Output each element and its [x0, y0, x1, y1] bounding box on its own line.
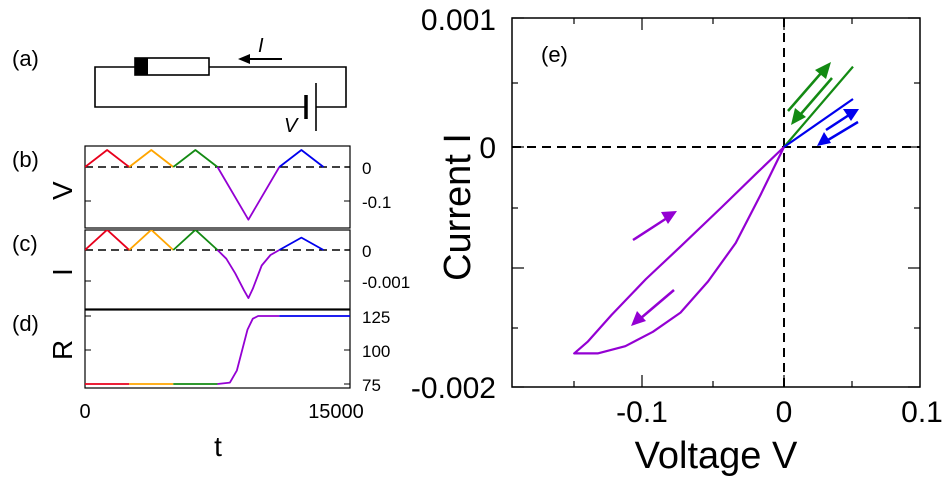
panel-d-label: (d)	[12, 311, 39, 336]
panel-e-xtick-2: 0.1	[901, 396, 943, 429]
panel-c-series-orange	[128, 230, 174, 251]
panel-c-series-red	[85, 230, 130, 251]
panel-b-ticks	[85, 166, 350, 202]
panel-b-series-green	[172, 149, 219, 168]
panel-e-label: (e)	[541, 42, 568, 67]
memristor-icon	[134, 57, 210, 76]
panel-d-xlabel: t	[214, 431, 222, 462]
panel-b-tick-1: -0.1	[362, 193, 391, 212]
panel-c: (c) I 0 -0.001	[12, 229, 410, 310]
panel-c-ticks	[85, 249, 350, 282]
panel-d-xtick-1: 15000	[308, 401, 364, 423]
current-arrow-icon	[238, 54, 282, 64]
panel-d: (d) R 125 100 75 0 15000 t	[12, 308, 390, 462]
panel-c-series-purple	[216, 249, 280, 300]
panel-d-xtick-0: 0	[79, 401, 90, 423]
panel-e-direction-arrows	[631, 62, 859, 326]
current-label: I	[258, 35, 264, 57]
panel-a-circuit: (a) I V	[12, 35, 347, 137]
panel-e-ylabel: Current I	[437, 133, 479, 281]
panel-e-ticks	[512, 17, 920, 388]
panel-e-ytick-1: 0	[479, 132, 496, 165]
panel-a-label: (a)	[12, 46, 39, 71]
panel-e-series-purple	[573, 146, 785, 355]
panel-d-tick-2: 75	[362, 376, 381, 395]
panel-c-tick-1: -0.001	[362, 273, 410, 292]
voltage-label: V	[284, 115, 299, 137]
panel-b-tick-0: 0	[362, 159, 371, 178]
panel-b-frame	[84, 145, 351, 229]
panel-e-series	[573, 65, 854, 355]
panel-c-label: (c)	[12, 231, 38, 256]
circuit-wires	[94, 66, 347, 131]
panel-d-ylabel: R	[47, 340, 78, 360]
panel-b-series-blue	[278, 149, 325, 168]
panel-e-ytick-0: 0.001	[421, 4, 496, 37]
panel-d-series	[85, 315, 350, 385]
panel-b: (b) V 0 -0.1	[12, 145, 391, 229]
panel-c-series-green	[172, 230, 219, 251]
panel-b-label: (b)	[12, 147, 39, 172]
panel-b-series-purple	[216, 166, 281, 221]
panel-d-frame	[84, 309, 351, 389]
panel-e-xtick-1: 0	[776, 396, 793, 429]
panel-e-xlabel: Voltage V	[635, 435, 798, 477]
panel-c-tick-0: 0	[362, 242, 371, 261]
panel-d-series-purple	[217, 315, 280, 385]
panel-e-ytick-2: -0.002	[411, 372, 496, 405]
panel-c-ylabel: I	[47, 268, 78, 276]
panel-e-series-green	[783, 65, 854, 148]
panel-c-series-blue	[278, 236, 324, 251]
panel-d-tick-1: 100	[362, 342, 390, 361]
panel-e-series-blue	[783, 98, 854, 148]
panel-b-ylabel: V	[47, 181, 78, 200]
panel-e: (e) 0.001 0 -0.002 -0.1 0 0.1 Voltage V	[411, 4, 943, 477]
panel-d-tick-0: 125	[362, 308, 390, 327]
panel-b-series	[85, 149, 325, 221]
panel-e-xtick-0: -0.1	[616, 396, 668, 429]
panel-b-series-orange	[128, 149, 174, 168]
panel-d-ticks	[85, 315, 350, 385]
panel-b-series-red	[85, 149, 130, 168]
panel-c-series	[85, 230, 324, 300]
panel-c-frame	[84, 229, 351, 310]
panel-e-frame	[511, 17, 921, 388]
